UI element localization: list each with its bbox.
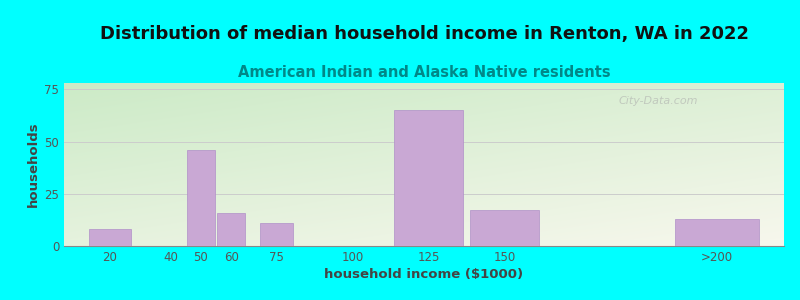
Y-axis label: households: households <box>27 122 40 207</box>
Text: City-Data.com: City-Data.com <box>618 96 698 106</box>
Bar <box>89 229 130 246</box>
Bar <box>470 211 539 246</box>
Bar <box>260 223 294 246</box>
Bar <box>394 110 463 246</box>
Bar <box>186 150 214 246</box>
X-axis label: household income ($1000): household income ($1000) <box>325 268 523 281</box>
Text: Distribution of median household income in Renton, WA in 2022: Distribution of median household income … <box>99 25 749 43</box>
Bar <box>675 219 759 246</box>
Bar <box>217 213 245 246</box>
Text: American Indian and Alaska Native residents: American Indian and Alaska Native reside… <box>238 64 610 80</box>
